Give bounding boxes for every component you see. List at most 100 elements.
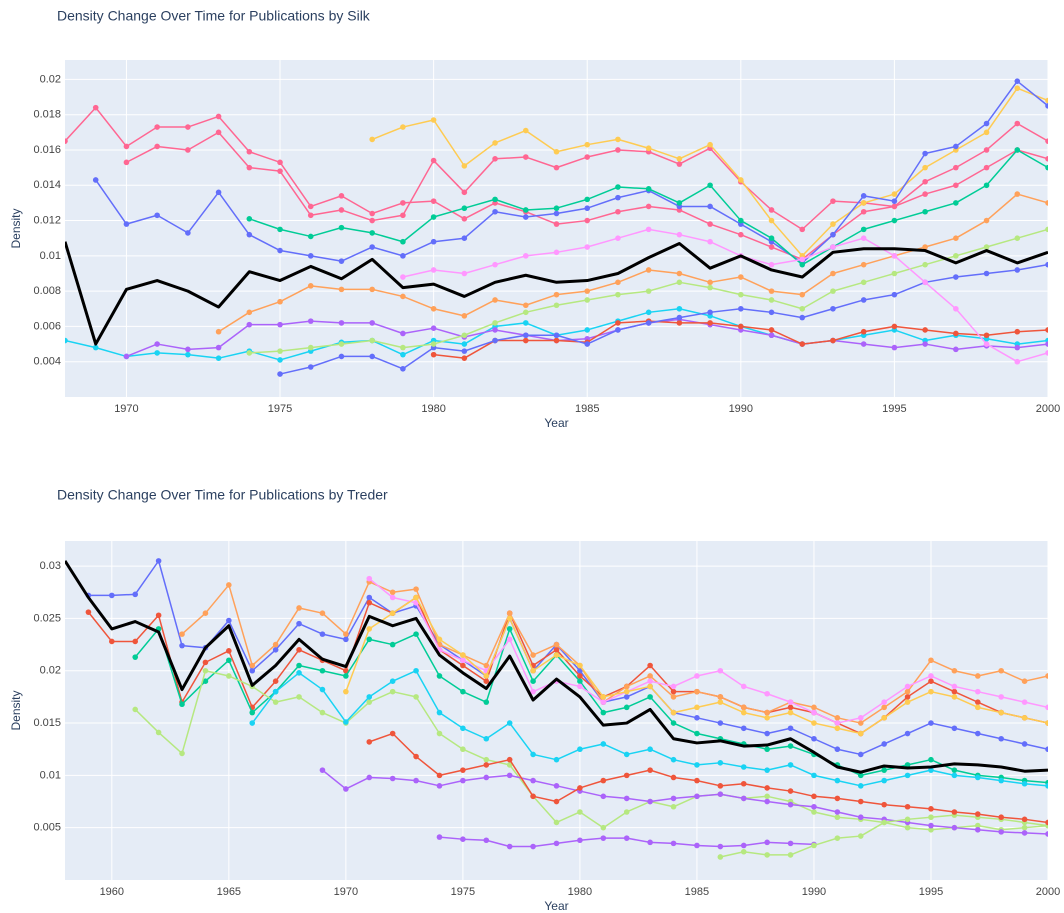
data-point — [707, 320, 713, 326]
data-point — [787, 743, 794, 749]
data-point — [904, 803, 911, 810]
data-point — [307, 318, 314, 324]
data-point — [857, 814, 864, 821]
data-point — [92, 104, 99, 111]
data-point — [343, 636, 349, 643]
data-point — [436, 636, 443, 643]
data-point — [179, 701, 185, 708]
data-point — [645, 309, 652, 316]
data-point — [483, 762, 490, 768]
data-point — [768, 297, 775, 303]
data-point — [436, 709, 443, 716]
series-line — [134, 669, 1048, 831]
data-point — [522, 302, 529, 309]
data-point — [338, 353, 345, 360]
data-point — [983, 182, 990, 189]
data-point — [246, 164, 253, 171]
data-point — [904, 772, 911, 779]
data-point — [483, 673, 490, 679]
data-point — [768, 332, 775, 339]
data-point — [799, 226, 806, 233]
data-point — [953, 253, 959, 259]
data-point — [483, 774, 490, 781]
data-point — [1021, 824, 1028, 831]
data-point — [185, 230, 191, 236]
data-point — [998, 709, 1004, 716]
data-point — [461, 348, 468, 354]
data-point — [860, 208, 867, 215]
series-line — [279, 263, 1048, 375]
y-tick-label: 0.014 — [33, 179, 61, 191]
data-point — [553, 302, 560, 309]
data-point — [860, 297, 867, 303]
data-point — [787, 709, 794, 716]
data-point — [891, 191, 898, 197]
data-point — [492, 320, 498, 326]
data-point — [983, 270, 990, 277]
data-point — [857, 720, 864, 726]
data-point — [694, 673, 700, 679]
data-point — [584, 327, 591, 333]
data-point — [830, 270, 836, 277]
data-point — [338, 193, 345, 199]
data-point — [953, 346, 959, 353]
data-point — [400, 238, 406, 245]
data-point — [600, 793, 607, 800]
data-point — [811, 772, 817, 779]
data-point — [922, 191, 928, 197]
data-point — [707, 284, 713, 291]
data-point — [553, 798, 560, 805]
data-point — [740, 795, 747, 802]
data-point — [768, 261, 775, 268]
data-point — [799, 314, 806, 321]
data-point — [553, 647, 560, 653]
data-point — [584, 154, 591, 160]
x-tick-label: 1970 — [114, 403, 138, 415]
data-point — [577, 837, 583, 844]
data-point — [670, 720, 677, 726]
chart-title: Density Change Over Time for Publication… — [57, 8, 371, 24]
data-point — [123, 221, 130, 227]
data-point — [296, 694, 302, 700]
data-point — [522, 207, 529, 213]
data-point — [738, 305, 744, 312]
data-point — [1045, 156, 1048, 162]
data-point — [436, 673, 443, 679]
data-point — [369, 353, 375, 360]
data-point — [272, 641, 279, 648]
data-point — [951, 688, 958, 695]
data-point — [319, 767, 326, 773]
data-point — [483, 662, 490, 669]
data-point — [998, 829, 1004, 835]
data-point — [953, 330, 959, 337]
data-point — [553, 783, 560, 789]
data-point — [676, 270, 683, 277]
data-point — [413, 777, 419, 784]
data-point — [857, 751, 864, 758]
data-point — [998, 735, 1004, 742]
data-point — [860, 279, 867, 286]
data-point — [338, 258, 345, 264]
data-point — [647, 683, 653, 690]
data-point — [881, 741, 887, 747]
x-tick-label: 1985 — [685, 886, 709, 898]
data-point — [623, 795, 630, 802]
data-point — [922, 164, 928, 171]
data-point — [430, 214, 437, 220]
data-point — [530, 777, 536, 784]
data-point — [881, 715, 887, 721]
data-point — [389, 678, 396, 685]
data-point — [400, 124, 406, 130]
data-point — [1045, 819, 1048, 826]
data-point — [272, 647, 279, 653]
data-point — [922, 244, 928, 250]
data-point — [787, 852, 794, 858]
data-point — [483, 756, 490, 763]
data-point — [922, 279, 928, 286]
y-axis-title: Density — [9, 208, 23, 248]
y-tick-label: 0.01 — [40, 250, 61, 262]
data-point — [983, 341, 990, 347]
data-point — [717, 694, 724, 700]
data-point — [904, 762, 911, 768]
data-point — [65, 138, 68, 144]
